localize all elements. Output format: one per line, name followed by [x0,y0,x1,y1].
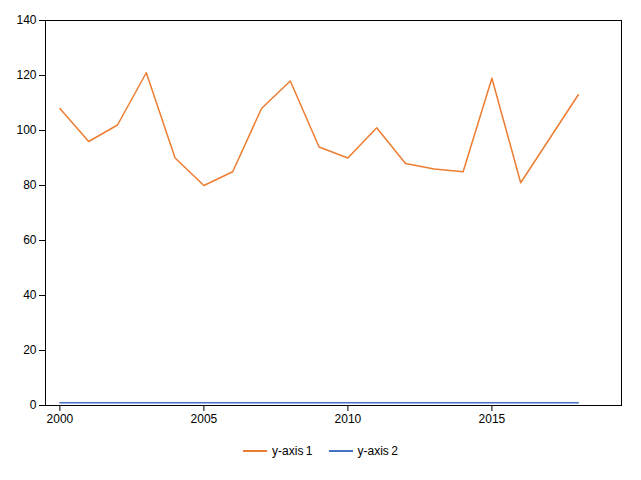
svg-text:60: 60 [23,233,37,247]
svg-text:40: 40 [23,288,37,302]
html-text:y-axis 2: y-axis 2 [357,444,398,458]
svg-text:140: 140 [16,13,36,27]
svg-text:20: 20 [23,343,37,357]
svg-text:0: 0 [30,398,37,412]
html-text:y-axis 1: y-axis 1 [272,444,313,458]
svg-text:2015: 2015 [479,412,506,426]
svg-text:2005: 2005 [191,412,218,426]
svg-text:2010: 2010 [335,412,362,426]
svg-text:2000: 2000 [47,412,74,426]
svg-text:120: 120 [16,68,36,82]
svg-text:100: 100 [16,123,36,137]
svg-text:80: 80 [23,178,37,192]
